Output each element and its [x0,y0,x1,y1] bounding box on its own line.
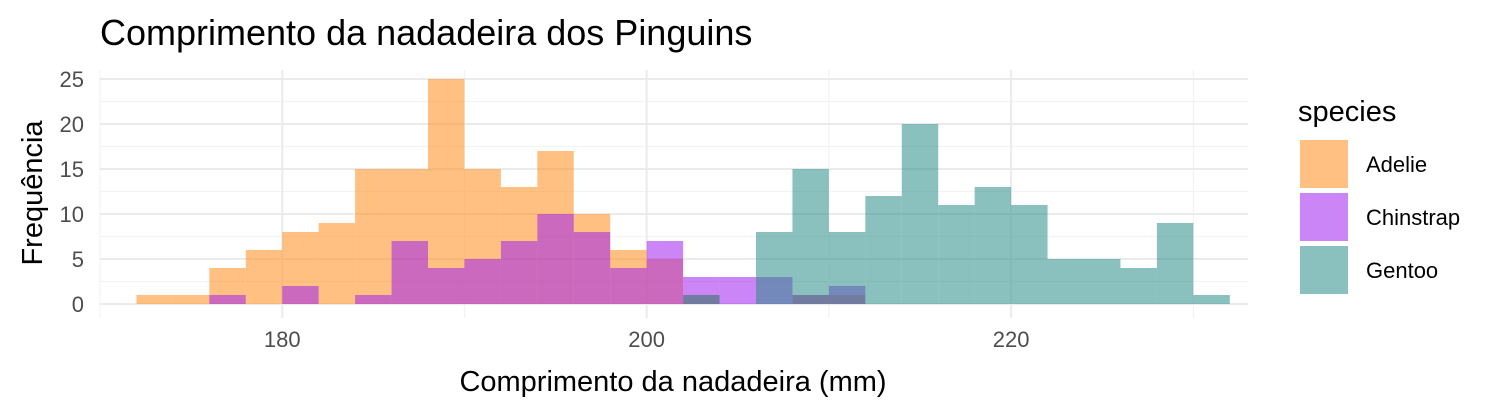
y-tick-label: 10 [60,202,84,227]
bar-chinstrap [428,268,465,304]
x-tick-label: 200 [628,327,665,352]
bar-chinstrap [719,277,756,304]
bar-adelie [355,169,392,304]
x-axis-title: Comprimento da nadadeira (mm) [459,366,886,398]
y-tick-label: 20 [60,112,84,137]
bar-gentoo [828,232,866,304]
legend-label: Gentoo [1366,258,1438,283]
bar-chinstrap [209,295,246,304]
legend-items: Adelie Chinstrap Gentoo [1300,140,1460,294]
bar-chinstrap [537,214,574,304]
bar-gentoo [1193,295,1230,304]
legend-swatch [1300,193,1348,241]
bar-chinstrap [500,241,538,304]
bar-gentoo [792,169,829,304]
legend-item-gentoo: Gentoo [1300,246,1438,294]
bar-adelie [172,295,210,304]
y-tick-label: 5 [72,247,84,272]
x-tick-label: 220 [993,327,1030,352]
legend-swatch [1300,246,1348,294]
bar-chinstrap [464,259,501,304]
legend-label: Adelie [1366,152,1427,177]
bar-chinstrap [282,286,319,304]
legend-label: Chinstrap [1366,205,1460,230]
bar-gentoo [1011,205,1048,304]
bar-adelie [245,250,283,304]
histogram-bars [136,79,1230,304]
legend-swatch [1300,140,1348,188]
chart-title: Comprimento da nadadeira dos Pinguins [100,12,752,53]
bar-gentoo [1047,259,1084,304]
bar-gentoo [938,205,975,304]
bar-gentoo [683,295,720,304]
bar-adelie [318,223,356,304]
y-tick-label: 25 [60,67,84,92]
bar-gentoo [1120,268,1157,304]
bar-chinstrap [573,232,611,304]
legend-item-chinstrap: Chinstrap [1300,193,1460,241]
bar-chinstrap [610,268,647,304]
bar-chinstrap [646,241,684,304]
bar-adelie [136,295,173,304]
y-axis-title: Frequência [17,120,49,266]
x-axis-ticks: 180 200 220 [264,327,1030,352]
bar-gentoo [1156,223,1194,304]
bar-gentoo [901,124,939,304]
legend-title: species [1298,96,1396,128]
bar-adelie [428,79,465,304]
bar-gentoo [865,196,902,304]
x-tick-label: 180 [264,327,301,352]
series-gentoo [683,124,1230,304]
legend: species Adelie Chinstrap Gentoo [1298,96,1460,294]
bar-gentoo [756,232,793,304]
bar-gentoo [1084,259,1121,304]
y-tick-label: 15 [60,157,84,182]
bar-gentoo [974,187,1012,304]
y-axis-ticks: 0 5 10 15 20 25 [60,67,84,317]
bar-chinstrap [355,295,392,304]
legend-item-adelie: Adelie [1300,140,1427,188]
bar-chinstrap [391,241,428,304]
y-tick-label: 0 [72,292,84,317]
